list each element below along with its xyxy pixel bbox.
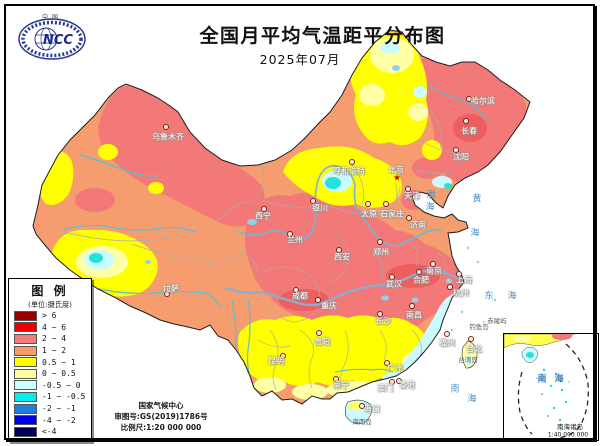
legend-row: 0 ~ 0.5	[9, 368, 91, 380]
page-subtitle: 2025年07月	[259, 52, 341, 67]
credit-approval: 审图号:GS(2019)1786号	[114, 412, 208, 421]
legend-row: 4 ~ 6	[9, 322, 91, 334]
legend-row: -0.5 ~ 0	[9, 380, 91, 392]
legend-title: 图 例	[31, 284, 69, 298]
legend-label: 2 ~ 4	[42, 334, 67, 344]
credit-scale: 比例尺:1:20 000 000	[120, 423, 202, 432]
inset-sea-label: 南	[537, 374, 547, 385]
legend-label: <-4	[42, 427, 57, 437]
legend-swatch	[14, 357, 37, 368]
legend-unit: (单位:摄氏度)	[28, 300, 72, 309]
legend-swatch	[14, 391, 37, 402]
inset-sea-label: 海	[554, 374, 564, 385]
south-china-sea-inset: 南海诸岛 1:40 000 000 南海	[503, 332, 599, 441]
legend-label: 1 ~ 2	[42, 346, 67, 356]
legend-swatch	[14, 426, 37, 437]
legend-swatch	[14, 345, 37, 356]
map-credits: 国家气候中心 审图号:GS(2019)1786号 比例尺:1:20 000 00…	[95, 400, 227, 433]
legend-row: -1 ~ -0.5	[9, 391, 91, 403]
legend-row: 0.5 ~ 1	[9, 356, 91, 368]
legend-row: -4 ~ -2	[9, 414, 91, 426]
legend-swatch	[14, 333, 37, 344]
inset-island-dots	[536, 368, 570, 422]
inset-map	[503, 332, 589, 439]
legend-row: -2 ~ -1	[9, 403, 91, 415]
ncc-logo-icon: 中国 NCC	[16, 11, 88, 65]
page-title: 全国月平均气温距平分布图	[199, 25, 446, 47]
inset-name: 南海诸岛	[557, 423, 583, 431]
legend-label: -0.5 ~ 0	[42, 380, 81, 390]
legend-label: -1 ~ -0.5	[42, 392, 86, 402]
province-borders	[63, 109, 463, 391]
legend-label: 4 ~ 6	[42, 322, 67, 332]
legend-label: 0.5 ~ 1	[42, 357, 76, 367]
legend-swatch	[14, 380, 37, 391]
legend-label: -2 ~ -1	[42, 404, 76, 414]
legend-row: 2 ~ 4	[9, 333, 91, 345]
yangtze-river	[224, 269, 463, 307]
hainan-island	[345, 399, 372, 424]
lakes	[145, 65, 452, 303]
inset-scale: 1:40 000 000	[547, 431, 589, 439]
legend-row: > 6	[9, 310, 91, 322]
legend-row: 1 ~ 2	[9, 345, 91, 357]
credit-org: 国家气候中心	[138, 401, 184, 410]
legend-label: -4 ~ -2	[42, 415, 76, 425]
logo-caption-text: 中国	[42, 13, 62, 21]
legend-swatch	[14, 368, 37, 379]
taiwan-island	[461, 340, 478, 369]
legend-row: <-4	[9, 426, 91, 438]
nine-dash-line	[517, 343, 589, 439]
legend-label: > 6	[42, 311, 57, 321]
china-outline	[32, 29, 531, 405]
legend-swatch	[14, 310, 37, 321]
legend-swatch	[14, 403, 37, 414]
yellow-river	[237, 164, 443, 247]
legend-swatch	[14, 322, 37, 333]
sea-island-dots	[450, 246, 497, 332]
legend-swatch	[14, 415, 37, 426]
logo-acronym-text: NCC	[43, 33, 73, 48]
legend-label: 0 ~ 0.5	[42, 369, 76, 379]
